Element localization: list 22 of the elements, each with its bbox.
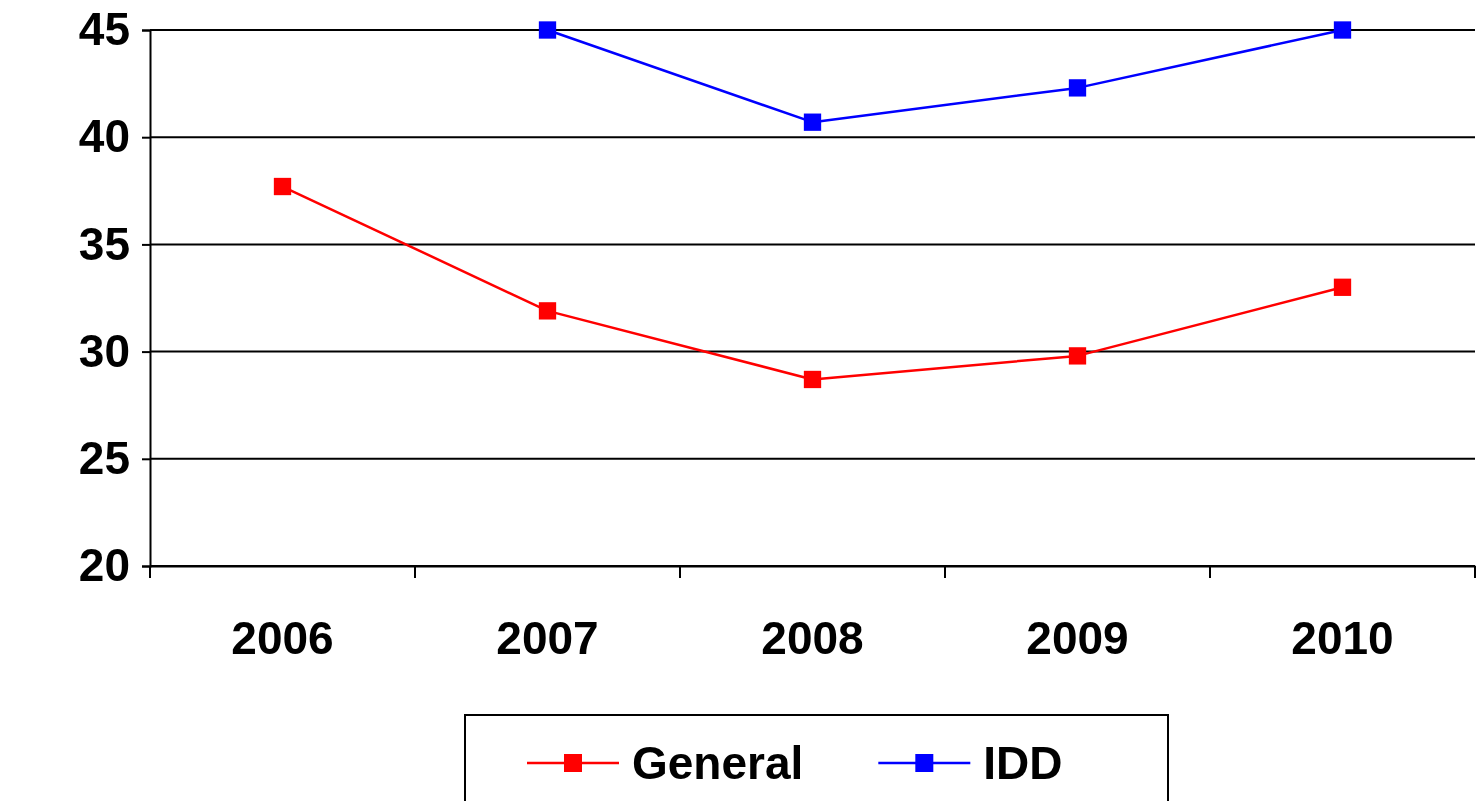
point	[538, 302, 557, 320]
legend-label: General	[632, 737, 804, 789]
y-tick-label: 20	[78, 539, 130, 592]
x-tick-label: 2006	[231, 611, 334, 664]
point	[1068, 79, 1087, 97]
y-tick-label: 25	[78, 432, 130, 485]
legend-label: IDD	[983, 737, 1063, 789]
x-tick-label: 2010	[1291, 611, 1394, 664]
point	[273, 177, 292, 196]
y-tick-label: 40	[78, 110, 130, 163]
x-tick-label: 2007	[496, 611, 599, 664]
point	[538, 21, 557, 39]
point	[803, 370, 822, 389]
point	[1333, 278, 1352, 296]
y-tick-label: 30	[78, 324, 130, 377]
y-tick-label: 35	[78, 217, 130, 270]
point	[1333, 21, 1352, 39]
point	[1068, 347, 1087, 365]
point	[803, 113, 822, 131]
x-tick-label: 2008	[761, 611, 864, 664]
y-tick-label: 45	[78, 3, 130, 56]
x-tick-label: 2009	[1026, 611, 1129, 664]
